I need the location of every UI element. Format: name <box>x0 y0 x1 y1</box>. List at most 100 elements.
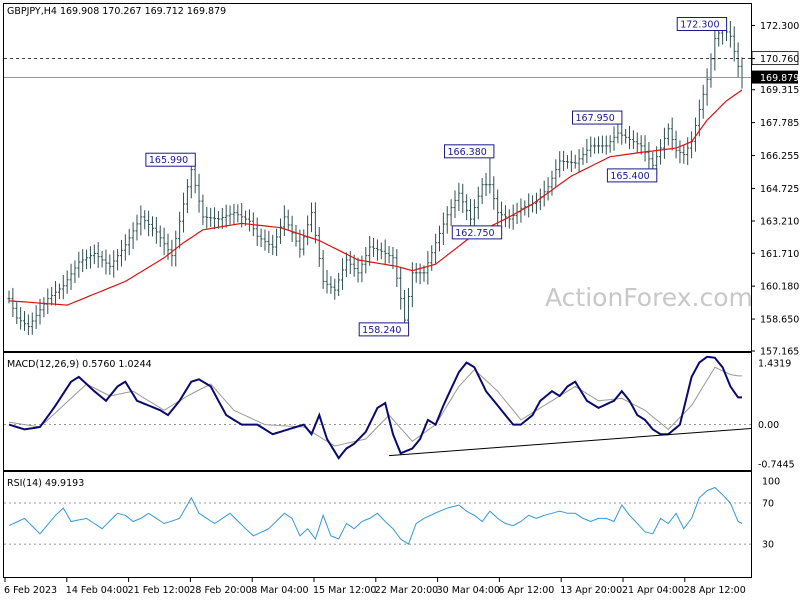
ohlc-bar <box>178 211 182 249</box>
price-tick-label: 166.255 <box>760 151 799 162</box>
ohlc-bar <box>600 135 604 154</box>
ohlc-bar <box>562 150 566 171</box>
ohlc-bar <box>480 177 484 205</box>
ohlc-bar <box>73 260 77 283</box>
ohlc-bar <box>488 152 492 194</box>
ohlc-bar <box>395 249 399 288</box>
ohlc-bar <box>628 125 632 150</box>
ohlc-bar <box>573 154 577 169</box>
ohlc-bar <box>701 84 705 119</box>
ohlc-bar <box>344 252 348 278</box>
price-tick-label: 169.315 <box>760 85 799 96</box>
ohlc-bar <box>492 176 496 210</box>
ohlc-bar <box>337 272 341 297</box>
ohlc-bar <box>116 249 120 271</box>
price-tick-label: 172.300 <box>760 21 799 32</box>
ohlc-bar <box>85 249 89 270</box>
ohlc-bar <box>19 307 23 330</box>
ohlc-bar <box>375 239 379 261</box>
svg-text:165.400: 165.400 <box>610 171 649 182</box>
ohlc-bar <box>496 189 500 231</box>
ohlc-bar <box>659 139 663 165</box>
ohlc-bar <box>209 207 213 228</box>
ohlc-bar <box>364 247 368 274</box>
ohlc-bar <box>414 263 418 283</box>
ohlc-bar <box>728 21 732 48</box>
ohlc-bar <box>278 218 282 244</box>
rsi-tick-label: 30 <box>762 540 774 551</box>
ohlc-bar <box>585 138 589 164</box>
ohlc-bar <box>11 287 15 318</box>
ohlc-bar <box>666 123 670 146</box>
ohlc-bar <box>732 26 736 62</box>
ohlc-bar <box>403 289 407 328</box>
ohlc-bar <box>54 281 58 306</box>
price-panel <box>3 3 752 352</box>
x-tick-label: 22 Mar 20:00 <box>375 585 438 596</box>
macd-tick-label: 1.4319 <box>758 359 791 370</box>
ohlc-bar <box>457 182 461 211</box>
ohlc-bar <box>465 194 469 221</box>
svg-text:165.990: 165.990 <box>149 155 188 166</box>
macd-lines <box>4 355 752 460</box>
ohlc-bar <box>546 177 550 201</box>
ohlc-bar <box>631 130 635 150</box>
rsi-line <box>4 486 751 545</box>
ohlc-bar <box>422 265 426 282</box>
price-annotation: 166.380 <box>444 144 495 159</box>
ohlc-bar <box>620 122 624 145</box>
ohlc-bar <box>705 68 709 106</box>
ohlc-bar <box>112 250 116 278</box>
macd-tick-label: 0.00 <box>758 420 779 431</box>
ohlc-bar <box>220 207 224 229</box>
ohlc-bar <box>569 150 573 172</box>
ohlc-bar <box>310 202 314 233</box>
ohlc-bar <box>158 225 162 248</box>
ohlc-bar <box>387 246 391 264</box>
ohlc-bar <box>437 225 441 252</box>
ohlc-bar <box>426 251 430 285</box>
svg-text:172.300: 172.300 <box>680 20 719 31</box>
svg-text:162.750: 162.750 <box>455 228 494 239</box>
ohlc-bar <box>77 251 81 278</box>
ohlc-bar <box>678 140 682 164</box>
ohlc-bar <box>81 249 85 273</box>
ohlc-bar <box>325 269 329 294</box>
ohlc-bar <box>182 192 186 233</box>
macd-main-line <box>8 355 742 460</box>
ohlc-bar <box>197 173 201 213</box>
x-tick-label: 6 Apr 12:00 <box>498 585 554 596</box>
price-annotation: 158.240 <box>358 322 410 337</box>
ohlc-bar <box>143 210 147 230</box>
price-tick-label: 158.650 <box>760 315 799 326</box>
ohlc-bar <box>449 199 453 226</box>
ohlc-bar <box>682 144 686 164</box>
ohlc-bar <box>430 245 434 271</box>
ohlc-bar <box>434 233 438 265</box>
current-price-box <box>752 70 798 84</box>
rsi-panel <box>3 471 752 578</box>
price-header: GBPJPY,H4 169.908 170.267 169.712 169.87… <box>7 6 226 17</box>
ohlc-bar <box>410 262 414 308</box>
ohlc-bar <box>333 278 337 300</box>
x-tick-label: 14 Feb 04:00 <box>66 585 128 596</box>
ohlc-bar <box>302 229 306 256</box>
ohlc-bar <box>511 204 515 230</box>
ohlc-bar <box>372 237 376 258</box>
ohlc-bar <box>275 228 279 256</box>
ohlc-bar <box>597 136 601 154</box>
ohlc-bar <box>96 242 100 268</box>
ohlc-bar <box>550 170 554 196</box>
macd-header: MACD(12,26,9) 0.5760 1.0244 <box>7 359 152 370</box>
x-tick-label: 13 Apr 20:00 <box>560 585 622 596</box>
macd-tick-label: -0.7445 <box>758 460 795 471</box>
ohlc-bar <box>321 249 325 289</box>
ohlc-bar <box>50 286 54 306</box>
ohlc-bar <box>476 186 480 220</box>
current-price-label: 169.879 <box>760 73 799 84</box>
price-tick-label: 160.180 <box>760 282 799 293</box>
ohlc-bar <box>341 258 345 290</box>
price-tick-label: 167.785 <box>760 118 799 129</box>
ohlc-bar <box>484 172 488 197</box>
macd-trendline <box>389 427 752 457</box>
